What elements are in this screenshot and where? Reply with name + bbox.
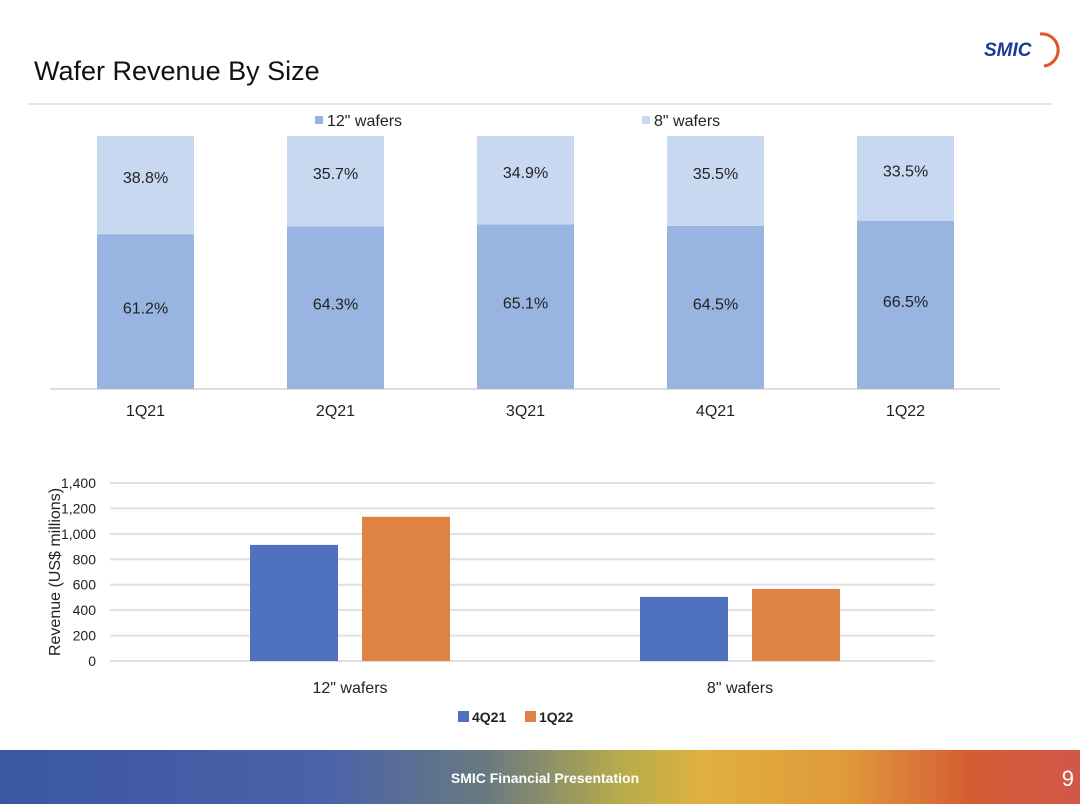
smic-logo: SMIC: [984, 32, 1060, 68]
footer-banner: SMIC Financial Presentation 9: [0, 750, 1080, 804]
x-tick-label: 4Q21: [696, 403, 735, 420]
legend-swatch: [458, 711, 469, 722]
y-axis-label: Revenue (US$ millions): [47, 488, 64, 656]
legend-label: 8" wafers: [654, 113, 720, 130]
share-chart: 12" wafers 8" wafers 61.2% 38.8% 1Q21 64.3% 35…: [50, 113, 1000, 420]
y-tick-label: 1,200: [61, 500, 96, 516]
x-tick-label: 12" wafers: [312, 680, 387, 697]
bar-segment: [857, 136, 954, 221]
y-tick-label: 1,000: [61, 526, 96, 542]
x-tick-label: 3Q21: [506, 403, 545, 420]
svg-text:SMIC: SMIC: [984, 40, 1032, 61]
data-label: 33.5%: [883, 163, 928, 180]
data-label: 65.1%: [503, 296, 548, 313]
legend-swatch: [315, 116, 323, 124]
y-tick-label: 400: [73, 602, 97, 618]
legend-label: 1Q22: [539, 709, 573, 725]
bar-segment: [667, 136, 764, 226]
bar-segment: [287, 226, 384, 389]
bar-segment: [97, 234, 194, 389]
legend-swatch: [525, 711, 536, 722]
slide-title: Wafer Revenue By Size: [34, 56, 320, 86]
bar-segment: [857, 220, 954, 389]
data-label: 34.9%: [503, 165, 548, 182]
data-label: 64.5%: [693, 296, 738, 313]
bar: [752, 588, 840, 661]
x-tick-label: 2Q21: [316, 403, 355, 420]
bar: [362, 516, 450, 661]
x-tick-label: 8" wafers: [707, 680, 773, 697]
y-tick-label: 1,400: [61, 475, 96, 491]
y-tick-label: 600: [73, 577, 97, 593]
bar-segment: [667, 225, 764, 389]
legend-label: 4Q21: [472, 709, 506, 725]
bar: [640, 596, 728, 661]
y-tick-label: 200: [73, 628, 97, 644]
legend-label: 12" wafers: [327, 113, 402, 130]
data-label: 61.2%: [123, 301, 168, 318]
page-number: 9: [1061, 766, 1074, 791]
y-tick-label: 0: [88, 653, 96, 669]
x-tick-label: 1Q21: [126, 403, 165, 420]
data-label: 38.8%: [123, 170, 168, 187]
data-label: 35.7%: [313, 166, 358, 183]
bar-segment: [287, 136, 384, 227]
legend-swatch: [642, 116, 650, 124]
data-label: 66.5%: [883, 294, 928, 311]
bar-segment: [477, 136, 574, 225]
bar-segment: [97, 136, 194, 235]
footer-text: SMIC Financial Presentation: [450, 770, 640, 786]
data-label: 64.3%: [313, 297, 358, 314]
data-label: 35.5%: [693, 166, 738, 183]
bar: [250, 544, 338, 661]
x-tick-label: 1Q22: [886, 403, 925, 420]
title-divider: [28, 103, 1052, 105]
y-tick-label: 800: [73, 551, 97, 567]
bar-segment: [477, 224, 574, 389]
